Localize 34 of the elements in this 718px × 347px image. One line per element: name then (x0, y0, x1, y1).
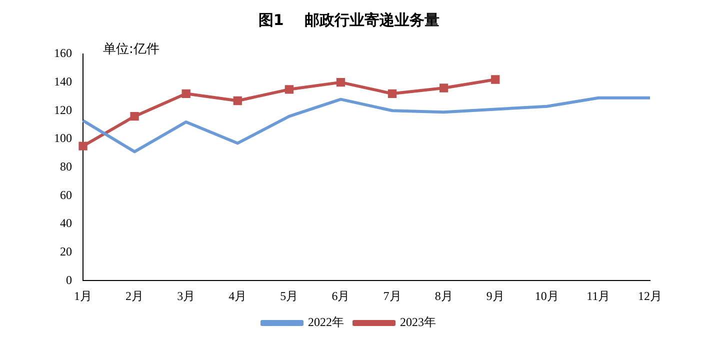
y-tick-label: 0 (66, 272, 72, 287)
chart-title: 图1 邮政行业寄递业务量 (258, 10, 440, 29)
point (182, 89, 190, 98)
x-tick-label: 9月 (486, 288, 504, 303)
x-tick-label: 12月 (638, 288, 662, 303)
x-tick-label: 7月 (383, 288, 402, 303)
x-tick-label: 4月 (228, 288, 247, 303)
y-tick-label: 80 (60, 159, 72, 174)
annotation: 单位:亿件 (103, 42, 160, 57)
x-tick-label: 5月 (280, 288, 298, 303)
point (491, 75, 500, 84)
x-tick-label: 10月 (534, 288, 559, 303)
x-tick-label: 1月 (74, 288, 92, 303)
y-tick-label: 60 (60, 188, 72, 202)
y-tick-label: 140 (54, 74, 72, 88)
x-tick-label: 3月 (177, 288, 196, 303)
legend-label: 2023年 (400, 315, 436, 330)
point (388, 89, 397, 98)
x-tick-label: 6月 (332, 288, 350, 303)
y-tick-label: 160 (54, 46, 72, 60)
x-tick-label: 8月 (434, 288, 453, 303)
x-tick-label: 11月 (586, 288, 610, 303)
point (130, 112, 139, 121)
y-tick-label: 120 (54, 102, 72, 117)
legend-label: 2022年 (308, 315, 344, 330)
x-tick-label: 2月 (126, 288, 144, 303)
point (439, 84, 448, 92)
point (336, 78, 346, 87)
y-tick-label: 40 (60, 216, 72, 230)
point (78, 142, 88, 150)
y-tick-label: 20 (60, 244, 72, 258)
y-tick-label: 100 (54, 131, 72, 146)
point (233, 96, 242, 106)
point (284, 85, 294, 94)
